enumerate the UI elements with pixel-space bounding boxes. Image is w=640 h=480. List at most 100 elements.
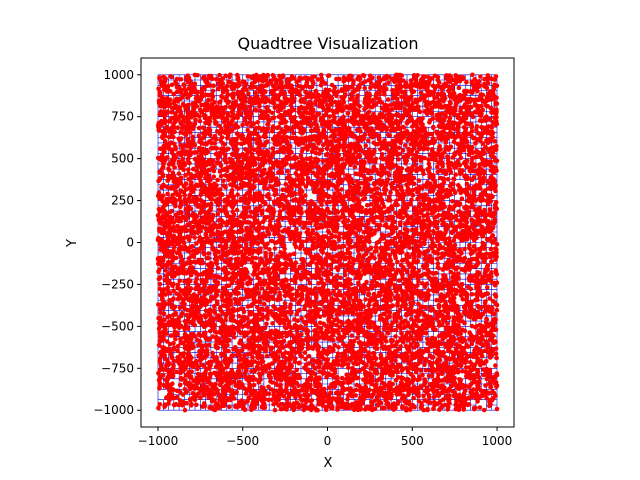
data-point — [271, 115, 277, 120]
data-point — [364, 249, 370, 254]
data-point — [388, 190, 393, 195]
data-point — [462, 246, 467, 252]
data-point — [426, 288, 431, 293]
data-point — [455, 370, 461, 375]
data-point — [180, 157, 185, 162]
data-point — [481, 259, 487, 265]
data-point — [363, 143, 369, 149]
data-point — [193, 117, 198, 122]
data-point — [478, 74, 483, 79]
data-point — [415, 361, 421, 367]
data-point — [289, 277, 294, 283]
data-point — [270, 146, 275, 151]
data-point — [173, 212, 178, 218]
data-point — [170, 192, 175, 198]
data-point — [278, 406, 284, 412]
data-point — [345, 218, 351, 223]
data-point — [337, 289, 342, 294]
data-point — [395, 259, 400, 265]
data-point — [258, 203, 263, 209]
data-point — [464, 79, 469, 85]
data-point — [338, 275, 344, 281]
data-point — [416, 178, 422, 183]
data-point — [316, 164, 321, 170]
data-point — [436, 319, 442, 325]
data-point — [331, 109, 337, 114]
data-point — [466, 209, 472, 215]
data-point — [458, 155, 464, 161]
data-point — [424, 331, 429, 336]
data-point — [364, 320, 370, 326]
data-point — [416, 398, 422, 404]
data-point — [373, 294, 378, 300]
data-point — [171, 244, 177, 250]
data-point — [389, 393, 394, 399]
data-point — [182, 197, 188, 202]
data-point — [386, 80, 391, 86]
data-point — [445, 321, 450, 326]
data-point — [415, 196, 420, 202]
data-point — [234, 280, 240, 285]
data-point — [188, 130, 193, 135]
data-point — [285, 189, 291, 194]
data-point — [327, 238, 332, 244]
data-point — [436, 123, 442, 129]
data-point — [341, 79, 347, 84]
data-point — [219, 115, 225, 121]
data-point — [234, 207, 240, 213]
data-point — [489, 124, 494, 129]
data-point — [342, 272, 348, 278]
data-point — [443, 140, 449, 145]
data-point — [170, 170, 176, 176]
data-point — [427, 120, 432, 125]
data-point — [393, 334, 398, 339]
data-point — [248, 214, 253, 219]
data-point — [175, 348, 180, 354]
data-point — [341, 75, 347, 80]
data-point — [255, 120, 260, 125]
data-point — [207, 132, 213, 138]
data-point — [382, 191, 388, 196]
data-point — [421, 213, 427, 219]
data-point — [169, 109, 175, 115]
data-point — [255, 177, 261, 183]
data-point — [177, 382, 183, 388]
data-point — [327, 199, 333, 205]
data-point — [171, 387, 176, 393]
data-point — [265, 309, 271, 314]
data-point — [341, 296, 347, 301]
data-point — [456, 85, 462, 91]
data-point — [160, 173, 166, 179]
data-point — [483, 299, 488, 304]
data-point — [170, 257, 175, 263]
data-point — [156, 86, 161, 91]
data-point — [262, 134, 268, 140]
data-point — [380, 152, 385, 157]
data-point — [206, 251, 211, 256]
data-point — [407, 402, 413, 407]
data-point — [353, 297, 358, 303]
data-point — [177, 278, 183, 284]
data-point — [430, 326, 436, 332]
data-point — [216, 86, 221, 92]
data-point — [242, 118, 248, 123]
data-point — [156, 342, 162, 348]
data-point — [331, 288, 336, 294]
data-point — [156, 315, 161, 321]
data-point — [469, 323, 475, 329]
data-point — [336, 345, 341, 350]
data-point — [245, 74, 251, 79]
data-point — [232, 296, 238, 302]
data-point — [384, 209, 390, 214]
data-point — [306, 353, 312, 359]
data-point — [194, 182, 200, 188]
data-point — [320, 265, 325, 270]
data-point — [487, 403, 492, 409]
data-point — [330, 113, 336, 118]
data-point — [396, 145, 402, 151]
data-point — [162, 317, 167, 323]
data-point — [313, 88, 319, 94]
data-point — [309, 398, 315, 403]
data-point — [334, 274, 340, 279]
data-point — [484, 376, 490, 382]
